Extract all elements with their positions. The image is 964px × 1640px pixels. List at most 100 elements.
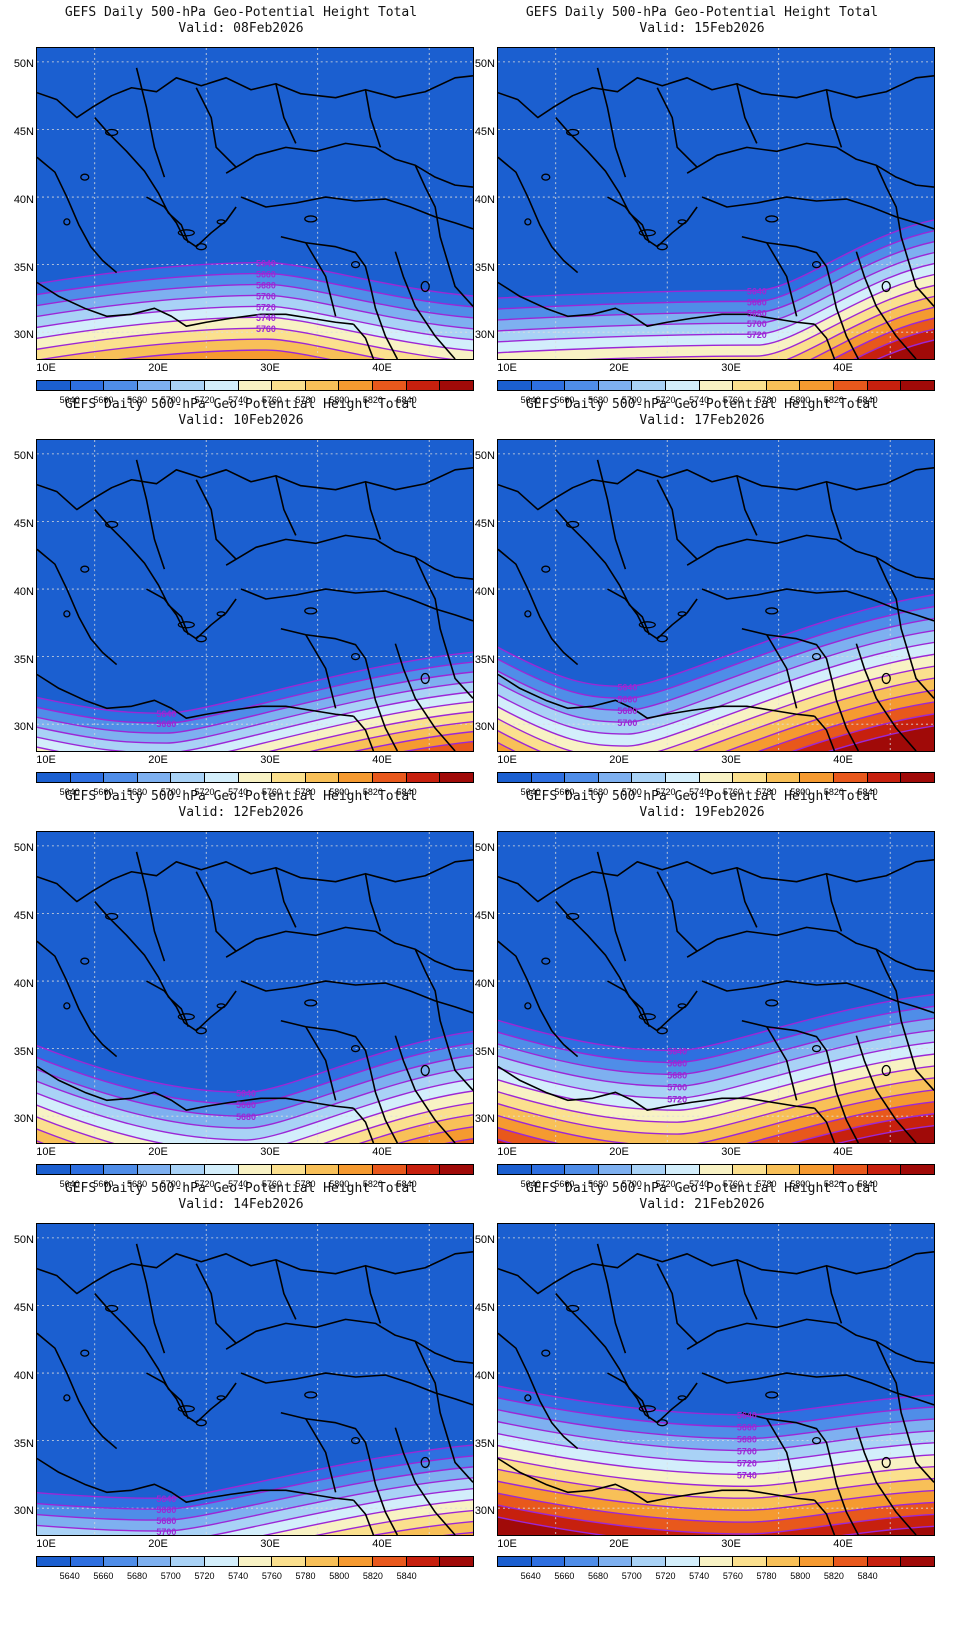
island-outline (420, 1456, 430, 1469)
coastline-border (352, 715, 375, 751)
coastline-border (736, 475, 758, 536)
panel-valid-date: Valid: 15Feb2026 (639, 21, 765, 36)
lon-label: 40E (372, 1146, 392, 1158)
colorbar-swatch (498, 1557, 532, 1566)
island-outline (638, 1013, 656, 1021)
colorbar-swatch (666, 1165, 700, 1174)
colorbar-swatch (766, 1165, 801, 1174)
island-outline (765, 999, 779, 1007)
colorbar-label: 5680 (588, 395, 609, 405)
lat-label: 35N (474, 1046, 495, 1058)
island-outline (811, 652, 822, 661)
lon-label: 10E (497, 754, 517, 766)
height-contour (498, 230, 934, 310)
coastline-border (813, 715, 836, 751)
height-fill-band (123, 350, 328, 359)
colorbar-label: 5840 (396, 1571, 417, 1581)
coastline-border (225, 926, 473, 972)
colorbar (36, 1164, 474, 1175)
colorbar-label: 5640 (520, 1571, 541, 1581)
contour-label: 5660 (156, 719, 176, 729)
colorbar-swatch (733, 381, 767, 390)
lat-label: 35N (13, 262, 34, 274)
coastline-border (555, 117, 651, 244)
coastline-border (225, 1318, 473, 1364)
colorbar-label: 5800 (329, 787, 350, 797)
colorbar-swatch (205, 381, 239, 390)
height-contour (498, 241, 934, 321)
lat-label: 35N (13, 654, 34, 666)
height-contour (498, 1432, 934, 1464)
contour-label: 5700 (747, 319, 767, 329)
lon-label: 30E (260, 1538, 280, 1550)
colorbar-label: 5740 (228, 1571, 249, 1581)
height-contour (810, 306, 934, 359)
colorbar-swatch (867, 773, 902, 782)
colorbar-swatch (440, 1165, 473, 1174)
island-outline (638, 229, 656, 237)
contour-label: 5700 (256, 291, 276, 301)
island-outline (195, 1419, 207, 1427)
coastline-border (555, 901, 651, 1028)
height-contour (314, 1509, 473, 1535)
contour-label: 5720 (667, 1094, 687, 1104)
panel-title: GEFS Daily 500-hPa Geo-Potential Height … (525, 1181, 879, 1196)
coastline-border (855, 1035, 917, 1143)
panel-valid-date: Valid: 19Feb2026 (639, 805, 765, 820)
colorbar-label: 5720 (655, 395, 676, 405)
contour-label: 5640 (156, 709, 176, 719)
colorbar (497, 1164, 935, 1175)
colorbar-swatch (834, 1557, 868, 1566)
lon-label: 10E (36, 1146, 56, 1158)
height-contour (37, 681, 473, 744)
colorbar-swatch (305, 1165, 340, 1174)
colorbar-label: 5760 (722, 395, 743, 405)
coastline-border (607, 196, 698, 248)
height-contour (836, 1125, 934, 1143)
colorbar-label: 5720 (655, 1571, 676, 1581)
colorbar-swatch (406, 1557, 441, 1566)
height-fill-band (498, 1101, 934, 1143)
colorbar-swatch (272, 1165, 306, 1174)
coastline-border (280, 628, 399, 751)
colorbar-swatch (733, 773, 767, 782)
colorbar-swatch (766, 381, 801, 390)
coastline-border (364, 1265, 382, 1324)
coastline-border (701, 1372, 934, 1406)
colorbar-label: 5680 (127, 787, 148, 797)
lat-label: 40N (474, 586, 495, 598)
lat-label: 45N (13, 126, 34, 138)
panel-valid-date: Valid: 21Feb2026 (639, 1197, 765, 1212)
coastline-border (394, 251, 456, 359)
colorbar-swatch (104, 1557, 138, 1566)
geopotential-map: 5640 5660 5680 5700 (497, 439, 935, 752)
colorbar-label: 5800 (329, 1179, 350, 1189)
lon-label: 30E (260, 754, 280, 766)
height-contour (853, 328, 934, 359)
island-outline (881, 1456, 891, 1469)
island-outline (524, 610, 532, 618)
island-outline (881, 672, 891, 685)
coastline-border (94, 117, 190, 244)
coastline-border (855, 643, 917, 751)
coastline-border (364, 481, 382, 540)
island-outline (63, 1394, 71, 1402)
contour-label: 5720 (256, 302, 276, 312)
island-outline (541, 957, 551, 965)
contour-label: 5640 (617, 682, 637, 692)
colorbar-swatch (800, 1557, 835, 1566)
colorbar-swatch (339, 1165, 374, 1174)
colorbar-swatch (867, 381, 902, 390)
lat-label: 45N (474, 518, 495, 530)
colorbar-label: 5640 (520, 1179, 541, 1189)
contour-label: 5660 (667, 1058, 687, 1068)
height-contour (498, 1409, 934, 1440)
geopotential-map: 5640 5660 5680 (36, 831, 474, 1144)
colorbar-label: 5660 (554, 1179, 575, 1189)
colorbar-label: 5800 (790, 1179, 811, 1189)
contour-label: 5760 (256, 324, 276, 334)
height-contour (498, 1065, 934, 1123)
coastline-border (741, 628, 860, 751)
coastline-border (766, 242, 798, 317)
